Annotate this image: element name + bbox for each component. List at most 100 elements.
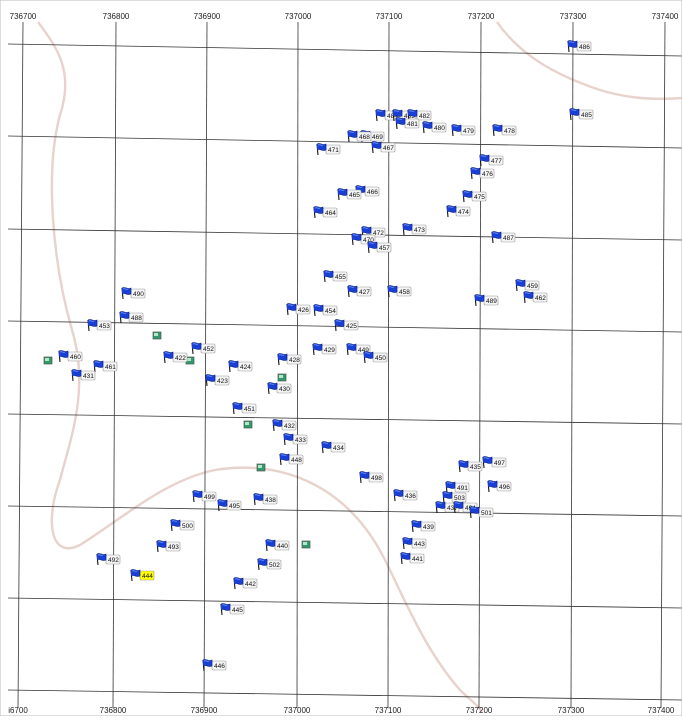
flag-marker-468[interactable]: 468	[347, 130, 372, 143]
flag-icon	[491, 231, 502, 244]
flag-marker-501[interactable]: 501	[469, 506, 494, 519]
marker-label: 439	[423, 524, 434, 531]
flag-marker-495[interactable]: 495	[217, 499, 242, 512]
flag-icon	[96, 553, 107, 566]
flag-icon	[312, 343, 323, 356]
flag-marker-489[interactable]: 489	[474, 294, 499, 307]
flag-marker-434[interactable]: 434	[321, 441, 346, 454]
flag-marker-470[interactable]: 470	[351, 233, 376, 246]
flag-marker-480[interactable]: 480	[422, 121, 447, 134]
flag-marker-440[interactable]: 440	[265, 539, 290, 552]
flag-marker-423[interactable]: 423	[205, 374, 230, 387]
flag-marker-493[interactable]: 493	[156, 540, 181, 553]
flag-marker-451[interactable]: 451	[232, 402, 257, 415]
flag-marker-454[interactable]: 454	[313, 304, 338, 317]
flag-marker-460[interactable]: 460	[58, 350, 83, 363]
flag-marker-479[interactable]: 479	[451, 124, 476, 137]
flag-marker-432[interactable]: 432	[272, 419, 297, 432]
flag-marker-445[interactable]: 445	[220, 603, 245, 616]
flag-marker-453[interactable]: 453	[87, 319, 112, 332]
flag-marker-422[interactable]: 422	[163, 351, 188, 364]
flag-marker-430[interactable]: 430	[267, 382, 292, 395]
flag-marker-428[interactable]: 428	[277, 353, 302, 366]
flag-marker-496[interactable]: 496	[487, 480, 512, 493]
road-line	[496, 21, 682, 101]
flag-marker-450[interactable]: 450	[363, 351, 388, 364]
flag-marker-485[interactable]: 485	[569, 108, 594, 121]
flag-marker-492[interactable]: 492	[96, 553, 121, 566]
flag-marker-474[interactable]: 474	[446, 205, 471, 218]
flag-marker-458[interactable]: 458	[387, 285, 412, 298]
marker-label: 471	[328, 147, 339, 154]
flag-marker-497[interactable]: 497	[482, 456, 507, 469]
flag-marker-503[interactable]: 503	[442, 491, 467, 504]
flag-icon	[191, 342, 202, 355]
flag-marker-424[interactable]: 424	[228, 360, 253, 373]
flag-marker-486[interactable]: 486	[567, 40, 592, 53]
station-box-icon	[243, 420, 253, 429]
flag-icon	[71, 369, 82, 382]
flag-icon	[411, 520, 422, 533]
flag-marker-429[interactable]: 429	[312, 343, 337, 356]
flag-marker-442[interactable]: 442	[233, 577, 258, 590]
flag-marker-461[interactable]: 461	[93, 360, 118, 373]
flag-marker-491[interactable]: 491	[445, 481, 470, 494]
flag-marker-441[interactable]: 441	[400, 552, 425, 565]
flag-marker-464[interactable]: 464	[313, 206, 338, 219]
flag-marker-436[interactable]: 436	[393, 489, 418, 502]
flag-icon	[253, 493, 264, 506]
flag-marker-443[interactable]: 443	[402, 537, 427, 550]
flag-marker-498[interactable]: 498	[359, 471, 384, 484]
flag-icon	[367, 241, 378, 254]
flag-marker-439[interactable]: 439	[411, 520, 436, 533]
flag-marker-452[interactable]: 452	[191, 342, 216, 355]
flag-marker-448[interactable]: 448	[279, 453, 304, 466]
flag-marker-475[interactable]: 475	[462, 190, 487, 203]
flag-icon	[316, 143, 327, 156]
flag-marker-462[interactable]: 462	[523, 291, 548, 304]
flag-marker-502[interactable]: 502	[257, 558, 282, 571]
flag-marker-435[interactable]: 435	[458, 460, 483, 473]
flag-marker-431[interactable]: 431	[71, 369, 96, 382]
flag-marker-487[interactable]: 487	[491, 231, 516, 244]
flag-icon	[474, 294, 485, 307]
top-axis-label: 737400	[651, 12, 679, 21]
flag-marker-467[interactable]: 467	[371, 141, 396, 154]
flag-marker-473[interactable]: 473	[402, 223, 427, 236]
flag-marker-490[interactable]: 490	[121, 287, 146, 300]
flag-marker-444[interactable]: 444	[130, 569, 155, 582]
marker-label: 498	[371, 475, 382, 482]
flag-icon	[228, 360, 239, 373]
flag-marker-476[interactable]: 476	[470, 167, 495, 180]
flag-marker-427[interactable]: 427	[347, 285, 372, 298]
flag-marker-477[interactable]: 477	[479, 154, 504, 167]
marker-label: 453	[99, 323, 110, 330]
flag-marker-482[interactable]: 482	[407, 109, 432, 122]
marker-label: 490	[133, 291, 144, 298]
flag-marker-499[interactable]: 499	[192, 490, 217, 503]
marker-label: 469	[372, 134, 383, 141]
grid-line-vertical	[570, 21, 574, 709]
flag-marker-481[interactable]: 481	[395, 117, 420, 130]
flag-marker-500[interactable]: 500	[170, 519, 195, 532]
flag-marker-446[interactable]: 446	[202, 659, 227, 672]
marker-label: 502	[269, 562, 280, 569]
flag-marker-433[interactable]: 433	[283, 433, 308, 446]
flag-marker-478[interactable]: 478	[492, 124, 517, 137]
flag-icon	[487, 480, 498, 493]
flag-marker-472[interactable]: 472	[361, 226, 386, 239]
flag-marker-425[interactable]: 425	[334, 319, 359, 332]
flag-marker-457[interactable]: 457	[367, 241, 392, 254]
flag-marker-455[interactable]: 455	[323, 270, 348, 283]
flag-marker-465[interactable]: 465	[337, 188, 362, 201]
flag-marker-426[interactable]: 426	[286, 303, 311, 316]
flag-marker-488[interactable]: 488	[119, 311, 144, 324]
flag-marker-459[interactable]: 459	[515, 279, 540, 292]
flag-icon	[163, 351, 174, 364]
flag-marker-471[interactable]: 471	[316, 143, 341, 156]
marker-label: 478	[504, 128, 515, 135]
flag-marker-438[interactable]: 438	[253, 493, 278, 506]
